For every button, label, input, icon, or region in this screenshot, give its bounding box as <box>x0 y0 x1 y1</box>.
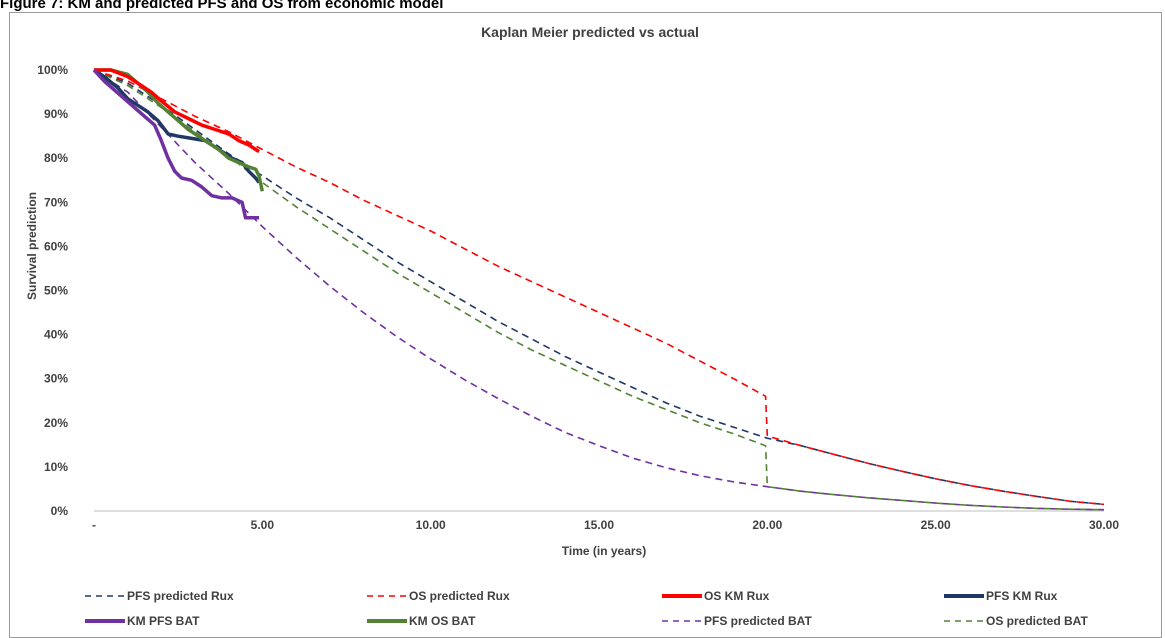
figure-caption: Figure 7: KM and predicted PFS and OS fr… <box>0 0 444 12</box>
y-tick-label: 0% <box>51 504 69 518</box>
y-tick-label: 30% <box>44 372 68 386</box>
series-lines <box>92 68 1105 511</box>
legend-label-pfs-predicted-bat: PFS predicted BAT <box>704 614 812 628</box>
y-tick-label: 10% <box>44 460 68 474</box>
y-tick-label: 100% <box>37 63 68 77</box>
legend-label-km-os-bat: KM OS BAT <box>409 614 476 628</box>
series-line-pfs-km-rux <box>93 68 261 184</box>
series-line-pfs-predicted-rux <box>93 69 1105 506</box>
series-line-os-predicted-bat <box>93 69 1105 511</box>
legend-label-os-km-rux: OS KM Rux <box>704 589 770 603</box>
x-tick-label: 25.00 <box>921 518 951 532</box>
x-tick-label: 30.00 <box>1089 518 1119 532</box>
x-tick-label: 5.00 <box>251 518 275 532</box>
legend-label-os-predicted-rux: OS predicted Rux <box>409 589 510 603</box>
x-tick-label: 10.00 <box>416 518 446 532</box>
y-tick-label: 70% <box>44 195 68 209</box>
y-tick-label: 40% <box>44 328 68 342</box>
axes: 0% 10% 20% 30% 40% 50% 60% 70% 80% 90% 100% - 5.00 10… <box>37 63 1119 532</box>
series-line-os-km-rux <box>94 68 260 154</box>
y-tick-label: 80% <box>44 151 68 165</box>
legend-label-pfs-km-rux: PFS KM Rux <box>986 589 1058 603</box>
series-line-os-predicted-rux <box>93 69 1105 506</box>
series-line-km-pfs-bat <box>92 68 259 220</box>
kaplan-meier-chart: Kaplan Meier predicted vs actual Surviva… <box>25 24 1119 628</box>
y-tick-label: 60% <box>44 239 68 253</box>
x-axis-label: Time (in years) <box>562 544 646 558</box>
y-tick-label: 20% <box>44 416 68 430</box>
y-axis-label: Survival prediction <box>25 192 39 300</box>
x-tick-label: 15.00 <box>584 518 614 532</box>
chart-title: Kaplan Meier predicted vs actual <box>481 24 699 40</box>
x-tick-label: - <box>92 518 96 532</box>
chart-frame: Kaplan Meier predicted vs actual Surviva… <box>9 12 1162 638</box>
legend-label-km-pfs-bat: KM PFS BAT <box>127 614 200 628</box>
x-tick-label: 20.00 <box>752 518 782 532</box>
y-tick-label: 50% <box>44 284 68 298</box>
legend-label-os-predicted-bat: OS predicted BAT <box>986 614 1088 628</box>
y-tick-label: 90% <box>44 107 68 121</box>
series-line-pfs-predicted-bat <box>93 69 1105 511</box>
legend-label-pfs-predicted-rux: PFS predicted Rux <box>127 589 234 603</box>
legend: PFS predicted Rux OS predicted Rux OS KM R… <box>85 589 1088 628</box>
